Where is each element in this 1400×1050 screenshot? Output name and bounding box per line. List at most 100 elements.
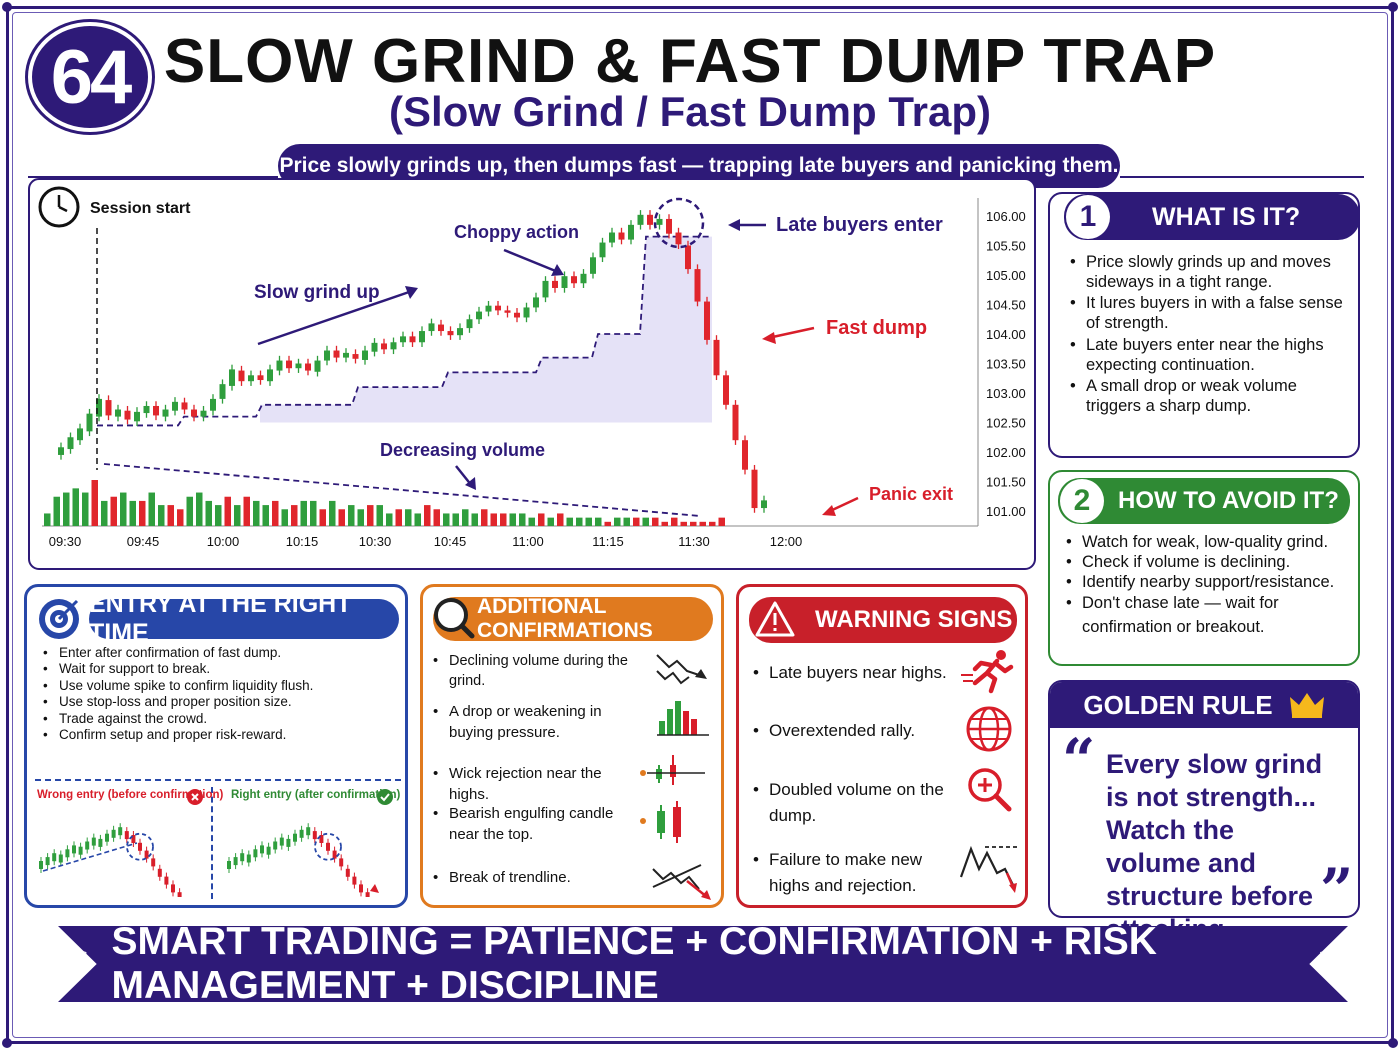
slow-grind-arrow — [257, 289, 413, 346]
page-title: SLOW GRIND & FAST DUMP TRAP — [163, 27, 1217, 96]
support-area — [260, 236, 712, 423]
right-entry-label: Right entry (after confirmation) — [231, 789, 401, 801]
wrong-entry-mini-chart — [39, 823, 182, 897]
volume-bar — [471, 513, 478, 526]
x-tick-label: 10:45 — [434, 534, 467, 549]
candle-body — [457, 328, 463, 336]
candle-body — [362, 350, 368, 360]
arrow-head — [370, 884, 379, 893]
panic-exit-label: Panic exit — [869, 484, 953, 504]
candle-body — [476, 311, 482, 320]
candle-body — [45, 857, 50, 866]
golden-rule-title: GOLDEN RULE — [1083, 689, 1273, 720]
candle-body — [312, 831, 317, 840]
candle-body — [219, 384, 226, 399]
how-to-avoid-panel: 2 HOW TO AVOID IT? Watch for weak, low-q… — [1048, 470, 1360, 666]
candle-body — [153, 405, 159, 416]
volume-bar — [291, 505, 298, 526]
candle-body — [694, 269, 701, 302]
candle-body — [105, 400, 112, 416]
candle-body — [561, 276, 568, 288]
candle-body — [324, 350, 330, 361]
candle-body — [134, 411, 140, 422]
candle-body — [279, 837, 284, 846]
candle-body — [438, 324, 444, 332]
candle-body — [656, 218, 663, 225]
globe-icon — [966, 706, 1012, 752]
candle-body — [105, 833, 109, 842]
volume-bar — [300, 500, 307, 526]
candle-body — [191, 409, 197, 417]
magnifier-icon — [434, 598, 475, 639]
candle-body — [162, 409, 169, 417]
candle-body — [151, 858, 156, 867]
y-tick-label: 102.00 — [986, 445, 1026, 460]
candle-body — [761, 500, 767, 509]
candle-body — [177, 892, 182, 897]
volume-bar — [585, 517, 592, 526]
candle-body — [229, 369, 235, 386]
list-item: Use volume spike to confirm liquidity fl… — [43, 678, 393, 695]
confirmations-panel: ADDITIONAL CONFIRMATIONS Declining volum… — [420, 584, 724, 908]
candle-body — [514, 312, 520, 318]
wick-rejection-icon — [640, 755, 705, 785]
candle-body — [118, 827, 123, 836]
volume-bar — [642, 517, 649, 526]
candle-body — [580, 273, 587, 284]
candle-body — [257, 375, 264, 381]
volume-bar — [215, 505, 222, 526]
volume-bar — [72, 488, 79, 526]
volume-bar — [699, 521, 706, 526]
list-item: Overextended rally. — [753, 719, 953, 743]
chart-svg: 106.00 105.50 105.00 104.50 104.00 103.50 103.… — [28, 178, 1036, 570]
candle-body — [276, 360, 283, 371]
list-item: A drop or weakening in buying pressure. — [433, 701, 633, 743]
candle-body — [299, 829, 304, 838]
page-subtitle: (Slow Grind / Fast Dump Trap) — [388, 88, 992, 135]
late-buyers-circle — [653, 197, 705, 249]
candle-body — [171, 884, 175, 893]
x-tick-label: 11:00 — [512, 534, 544, 549]
choppy-arrow — [503, 248, 559, 274]
volume-bar — [566, 517, 573, 526]
volume-bar — [367, 505, 374, 526]
volume-bar — [633, 517, 640, 526]
volume-bar — [253, 500, 260, 526]
volume-bar — [424, 505, 431, 526]
slow-grind-label: Slow grind up — [254, 282, 380, 303]
list-item: Wait for support to break. — [43, 661, 393, 678]
y-tick-label: 104.00 — [986, 327, 1026, 342]
volume-bar — [680, 521, 687, 526]
how-to-avoid-title: HOW TO AVOID IT? — [1118, 487, 1339, 514]
section-number: 2 — [1060, 479, 1104, 523]
arrow-head — [822, 505, 836, 516]
how-to-avoid-list: Watch for weak, low-quality grind. Check… — [1066, 532, 1354, 640]
candle-body — [365, 892, 370, 897]
candle-body — [485, 305, 492, 312]
list-item: Late buyers enter near the highs expecti… — [1070, 335, 1356, 375]
running-person-icon — [961, 650, 1014, 694]
candle-body — [200, 410, 207, 417]
arrow-head — [465, 477, 476, 490]
what-is-it-panel: 1 WHAT IS IT? Price slowly grinds up and… — [1048, 192, 1360, 458]
support-step-line — [97, 235, 712, 427]
candle-body — [240, 853, 245, 862]
candle-body — [571, 276, 577, 284]
golden-rule-header: GOLDEN RULE — [1050, 682, 1358, 728]
list-item: A small drop or weak volume triggers a s… — [1070, 376, 1356, 416]
section-number: 1 — [1066, 195, 1110, 239]
candle-body — [371, 342, 378, 352]
divider — [35, 779, 401, 781]
arrow-head — [551, 264, 564, 276]
candle-body — [273, 841, 278, 850]
candle-body — [390, 342, 397, 350]
candle-body — [67, 437, 74, 450]
volume-bar — [234, 505, 241, 526]
golden-rule-text: Every slow grind is not strength... Watc… — [1106, 749, 1323, 944]
choppy-action-label: Choppy action — [454, 222, 579, 242]
candle-body — [306, 827, 311, 836]
list-item: Confirm setup and proper risk-reward. — [43, 727, 393, 744]
inner-frame — [12, 12, 1388, 1038]
candle-body — [233, 857, 238, 866]
volume-bar — [547, 517, 554, 526]
